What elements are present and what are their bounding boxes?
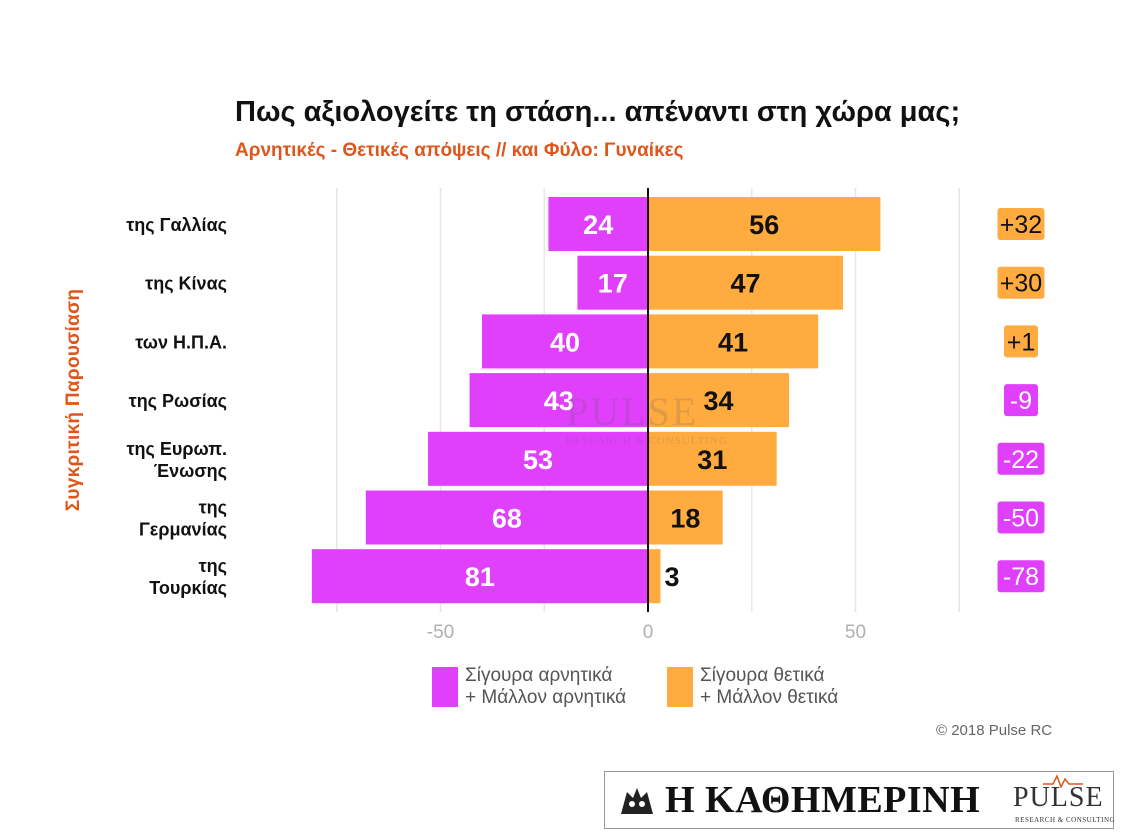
data-label-positive: 56 [749, 210, 779, 240]
category-label: Γερμανίας [139, 520, 227, 540]
bar-positive [648, 197, 881, 251]
bar-positive [648, 255, 844, 310]
category-label: της Κίνας [145, 274, 227, 294]
legend-negative-line1: Σίγουρα αρνητικά [465, 665, 613, 686]
balance-value: -50 [1003, 505, 1039, 533]
chart-subtitle: Αρνητικές - Θετικές απόψεις // και Φύλο:… [235, 140, 684, 161]
balance-badge [997, 266, 1045, 299]
category-label: της [199, 556, 227, 576]
data-label-negative: 81 [465, 562, 495, 592]
diverging-bar-chart: 24 56 της Γαλλίας +32 17 47 της Κίνας +30 40 41 τω… [126, 188, 1045, 643]
data-label-negative: 43 [544, 386, 574, 416]
x-tick-label: -50 [427, 622, 454, 643]
pulse-logo-sub: RESEARCH & CONSULTING [1015, 816, 1116, 824]
balance-badge [997, 501, 1045, 534]
data-label-negative: 24 [583, 210, 613, 240]
bar-positive [648, 373, 790, 428]
bar-negative [428, 431, 648, 486]
balance-badge [997, 560, 1045, 593]
bar-positive [648, 431, 777, 486]
bar-negative [311, 549, 648, 604]
balance-badge [997, 208, 1045, 240]
legend-positive: Σίγουρα θετικά + Μάλλον θετικά [667, 665, 838, 709]
category-label: της [199, 498, 227, 518]
balance-badge [1004, 384, 1038, 417]
footer-banner: Η ΚΑΘΗΜΕΡΙΝΗ PULSE RESEARCH & CONSULTING [604, 771, 1116, 829]
bar-positive [648, 549, 661, 604]
pulse-logo: PULSE [1013, 782, 1104, 813]
bar-positive [648, 490, 723, 545]
category-label: των Η.Π.Α. [135, 332, 227, 352]
data-label-positive: 47 [731, 269, 761, 299]
pulse-wave-icon [1043, 774, 1083, 788]
bar-negative [482, 314, 648, 369]
balance-value: -22 [1003, 446, 1039, 474]
balance-value: +1 [1007, 328, 1036, 356]
kathimerini-logo: Η ΚΑΘΗΜΕΡΙΝΗ [665, 779, 981, 821]
category-label: της Ρωσίας [129, 391, 227, 411]
category-label: Τουρκίας [149, 578, 227, 598]
balance-badge [997, 442, 1045, 475]
bar-negative [548, 197, 648, 251]
data-label-negative: 68 [492, 504, 522, 534]
category-label: Ένωσης [154, 461, 227, 481]
category-label: της Ευρωπ. [127, 439, 228, 459]
x-tick-label: 0 [643, 622, 654, 643]
data-label-positive: 31 [697, 445, 727, 475]
bar-positive [648, 314, 819, 369]
legend-negative: Σίγουρα αρνητικά + Μάλλον αρνητικά [432, 665, 626, 709]
category-label: της Γαλλίας [126, 215, 227, 235]
bar-negative [469, 373, 648, 428]
legend-positive-swatch [667, 667, 693, 707]
data-label-negative: 53 [523, 445, 553, 475]
data-label-negative: 40 [550, 327, 580, 357]
legend-positive-line2: + Μάλλον θετικά [700, 687, 839, 708]
copyright: © 2018 Pulse RC [936, 722, 1053, 739]
balance-badge [1004, 325, 1038, 358]
x-tick-label: 50 [845, 622, 866, 643]
balance-value: +30 [1000, 270, 1042, 298]
legend-negative-swatch [432, 667, 458, 707]
balance-value: -9 [1010, 387, 1032, 415]
data-label-negative: 17 [598, 269, 628, 299]
balance-value: -78 [1003, 563, 1039, 591]
data-label-positive: 41 [718, 327, 748, 357]
chart-title: Πως αξιολογείτε τη στάση... απέναντι στη… [235, 96, 961, 128]
data-label-positive: 3 [664, 562, 679, 592]
data-label-positive: 18 [670, 504, 700, 534]
bar-negative [577, 255, 648, 310]
bar-negative [365, 490, 648, 545]
legend-positive-line1: Σίγουρα θετικά [700, 665, 825, 686]
balance-value: +32 [1000, 211, 1042, 239]
legend-negative-line2: + Μάλλον αρνητικά [465, 687, 627, 708]
owl-emblem-icon [621, 788, 653, 814]
data-label-positive: 34 [704, 386, 734, 416]
